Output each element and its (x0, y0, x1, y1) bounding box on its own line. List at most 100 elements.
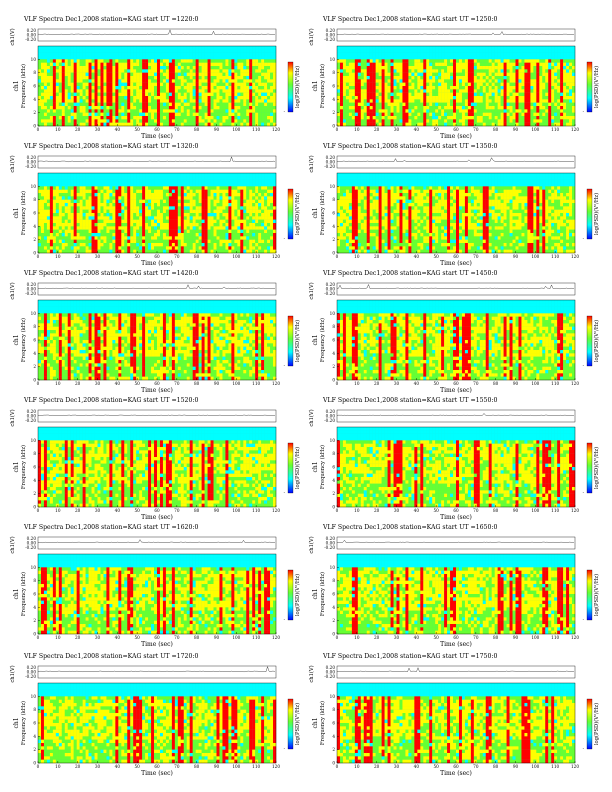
spectrogram-cells (337, 554, 576, 635)
x-tick-label: 30 (394, 254, 400, 259)
y-tick-label: 0 (33, 632, 36, 637)
waveform-frame (37, 536, 277, 550)
colorbar (586, 569, 593, 621)
y-tick-label: 4 (332, 734, 335, 739)
x-tick-label: 10 (55, 764, 61, 769)
colorbar-tick-label: - (583, 746, 585, 751)
waveform-tick-label: -0.20 (324, 674, 335, 679)
x-tick-label: 10 (354, 381, 360, 386)
x-tick-label: 100 (531, 764, 539, 769)
y-axis-label: Frequency (kHz) (319, 572, 326, 616)
y-tick-label: 6 (332, 721, 335, 726)
x-tick-label: 40 (115, 508, 121, 513)
x-tick-label: 90 (513, 508, 519, 513)
channel-label: ch1 (13, 717, 20, 728)
colorbar-tick-label: - (284, 236, 286, 241)
x-tick-label: 20 (374, 254, 380, 259)
x-tick-label: 10 (55, 635, 61, 640)
y-tick-label: 4 (33, 734, 36, 739)
panel-title: VLF Spectra Dec1,2008 station=KAG start … (322, 524, 498, 531)
colorbar-label: log(PSD)(V²/Hz) (294, 193, 301, 235)
x-tick-label: 20 (75, 254, 81, 259)
x-tick-label: 80 (493, 381, 499, 386)
y-tick-label: 6 (332, 84, 335, 89)
x-tick-label: 90 (214, 254, 220, 259)
x-tick-label: 120 (272, 254, 280, 259)
waveform-tick-label: 0.00 (27, 541, 37, 546)
x-tick-label: 80 (194, 254, 200, 259)
colorbar (586, 698, 593, 750)
x-axis-label: Time (sec) (141, 260, 173, 267)
waveform-trace (37, 414, 276, 416)
x-tick-label: 110 (551, 127, 559, 132)
x-tick-label: 100 (531, 127, 539, 132)
waveform-trace (336, 667, 575, 672)
y-tick-label: 8 (332, 70, 335, 75)
waveform-ylabel: ch1(V) (9, 665, 16, 682)
y-tick-label: 8 (33, 707, 36, 712)
panel-title: VLF Spectra Dec1,2008 station=KAG start … (322, 143, 498, 150)
waveform-ylabel: ch1(V) (308, 409, 315, 426)
y-tick-label: 2 (332, 237, 335, 242)
x-tick-label: 10 (55, 127, 61, 132)
x-tick-label: 80 (493, 254, 499, 259)
waveform-tick-label: 0.20 (27, 536, 37, 541)
waveform-tick-label: 0.20 (27, 155, 37, 160)
y-tick-label: 10 (330, 694, 336, 699)
channel-label: ch1 (13, 80, 20, 91)
spectrogram-panel-1620-0: VLF Spectra Dec1,2008 station=KAG start … (8, 522, 308, 648)
x-tick-label: 70 (473, 508, 479, 513)
colorbar-label: log(PSD)(V²/Hz) (593, 193, 600, 235)
y-axis-label: Frequency (kHz) (319, 64, 326, 108)
waveform-frame (37, 282, 277, 296)
x-tick-label: 120 (571, 508, 579, 513)
y-tick-label: 0 (332, 632, 335, 637)
waveform-tick-label: 0.00 (326, 414, 336, 419)
waveform-ylabel: ch1(V) (9, 155, 16, 172)
y-tick-label: 6 (33, 465, 36, 470)
x-tick-label: 50 (433, 254, 439, 259)
x-tick-label: 60 (453, 127, 459, 132)
x-tick-label: 0 (37, 381, 40, 386)
x-axis-label: Time (sec) (141, 641, 173, 648)
spectrogram-panel-1350-0: VLF Spectra Dec1,2008 station=KAG start … (307, 141, 607, 267)
x-tick-label: 120 (272, 764, 280, 769)
panel-svg: VLF Spectra Dec1,2008 station=KAG start … (9, 653, 301, 777)
colorbar-label: log(PSD)(V²/Hz) (294, 574, 301, 616)
x-tick-label: 120 (272, 508, 280, 513)
waveform-ylabel: ch1(V) (9, 282, 16, 299)
x-tick-label: 80 (493, 635, 499, 640)
waveform-tick-label: 0.00 (27, 160, 37, 165)
x-tick-label: 80 (194, 381, 200, 386)
y-axis-label: Frequency (kHz) (319, 191, 326, 235)
colorbar (586, 442, 593, 494)
x-tick-label: 70 (473, 381, 479, 386)
x-tick-label: 0 (336, 381, 339, 386)
y-axis-label: Frequency (kHz) (319, 318, 326, 362)
panel-svg: VLF Spectra Dec1,2008 station=KAG start … (308, 397, 600, 521)
waveform-tick-label: -0.20 (25, 545, 36, 550)
panel-svg: VLF Spectra Dec1,2008 station=KAG start … (308, 524, 600, 648)
spectrogram-panel-1250-0: VLF Spectra Dec1,2008 station=KAG start … (307, 14, 607, 140)
x-tick-label: 40 (115, 127, 121, 132)
panel-title: VLF Spectra Dec1,2008 station=KAG start … (322, 653, 498, 660)
x-tick-label: 60 (154, 254, 160, 259)
x-tick-label: 80 (194, 635, 200, 640)
y-tick-label: 8 (33, 197, 36, 202)
x-tick-label: 80 (194, 127, 200, 132)
x-tick-label: 120 (272, 381, 280, 386)
waveform-tick-label: 0.20 (27, 28, 37, 33)
waveform-tick-label: -0.20 (25, 674, 36, 679)
y-axis-label: Frequency (kHz) (20, 64, 27, 108)
y-axis-label: Frequency (kHz) (20, 191, 27, 235)
colorbar (586, 61, 593, 113)
spectrogram-cells (38, 173, 277, 254)
panel-svg: VLF Spectra Dec1,2008 station=KAG start … (308, 270, 600, 394)
y-tick-label: 4 (33, 97, 36, 102)
colorbar (287, 442, 294, 494)
y-tick-label: 10 (31, 694, 37, 699)
x-tick-label: 110 (551, 508, 559, 513)
channel-label: ch1 (312, 334, 319, 345)
colorbar-tick-label: - (284, 363, 286, 368)
y-tick-label: 8 (33, 451, 36, 456)
